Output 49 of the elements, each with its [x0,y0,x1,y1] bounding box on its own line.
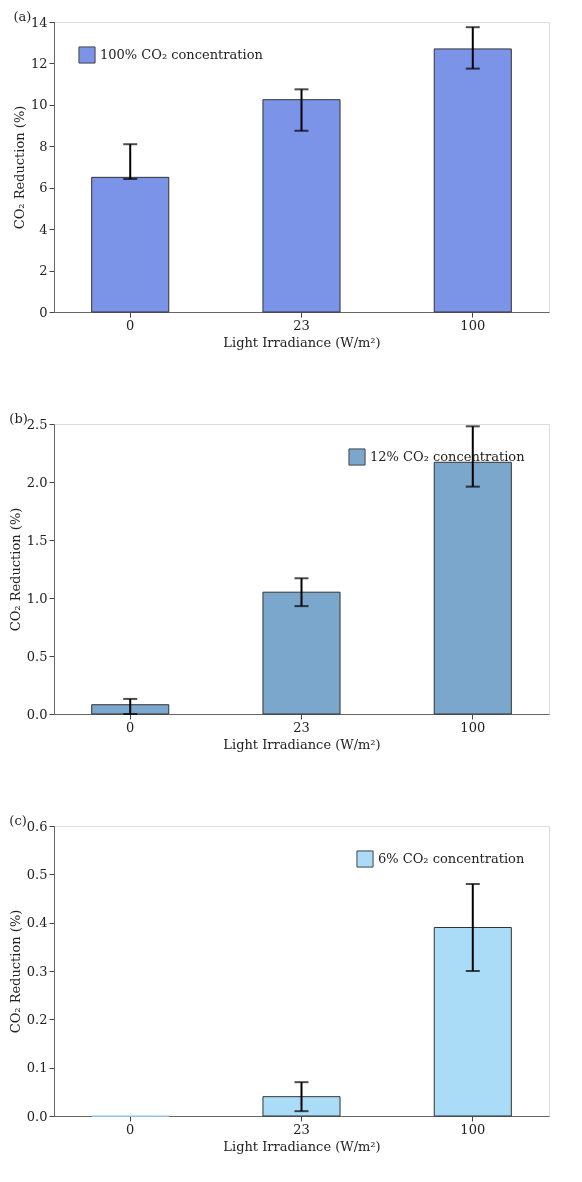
legend-label: 6% CO₂ concentration [378,851,525,866]
y-tick-label: 0.5 [26,648,48,664]
y-tick-label: 12 [30,55,48,71]
y-tick-label: 0.5 [26,866,48,882]
y-tick-label: 10 [30,97,48,113]
y-tick-label: 2.5 [26,416,48,432]
bar [262,99,341,313]
y-tick-label: 0.2 [26,1011,48,1027]
chart-title: (c) [9,813,27,828]
y-tick-label: 0.0 [26,706,48,722]
y-tick-label: 0 [39,304,48,320]
y-tick-label: 0.4 [26,915,48,931]
bar [433,48,512,313]
y-tick-label: 8 [39,138,48,154]
x-tick-label: 100 [460,719,486,735]
chart-title: (b) [9,411,28,426]
x-tick-label: 0 [126,1121,135,1137]
y-tick-label: 0.3 [26,963,48,979]
y-tick-label: 0.6 [26,818,48,834]
x-tick-label: 23 [293,1121,310,1137]
x-axis-title: Light Irradiance (W/m²) [223,1138,381,1154]
y-tick-label: 14 [30,14,48,30]
bar [262,591,341,715]
bar [91,176,170,313]
x-tick-label: 0 [126,719,135,735]
bar [91,704,170,715]
y-tick-label: 2 [39,263,48,279]
y-tick-label: 1.0 [26,590,48,606]
y-tick-label: 4 [39,221,48,237]
x-tick-label: 100 [460,317,486,333]
x-tick-label: 100 [460,1121,486,1137]
bar [433,927,512,1117]
bar [262,1096,341,1117]
y-axis-title: CO₂ Reduction (%) [7,909,23,1034]
x-axis-title: Light Irradiance (W/m²) [223,334,381,350]
y-tick-label: 0.1 [26,1060,48,1076]
y-tick-label: 0.0 [26,1108,48,1124]
x-axis-title: Light Irradiance (W/m²) [223,736,381,752]
y-axis-title: CO₂ Reduction (%) [7,507,23,632]
bar [433,461,512,715]
chart-title: (a) [13,9,32,24]
y-tick-label: 6 [39,180,48,196]
y-tick-label: 1.5 [26,532,48,548]
x-tick-label: 0 [126,317,135,333]
x-tick-label: 23 [293,317,310,333]
y-tick-label: 2.0 [26,474,48,490]
legend-label: 100% CO₂ concentration [100,47,264,62]
x-tick-label: 23 [293,719,310,735]
y-axis-title: CO₂ Reduction (%) [11,105,27,230]
